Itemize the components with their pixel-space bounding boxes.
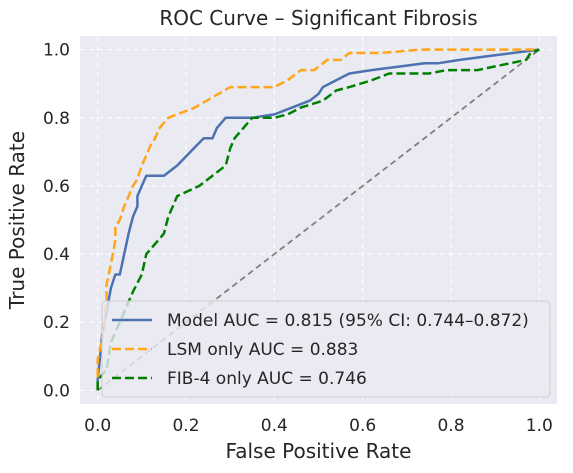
legend-label-1: LSM only AUC = 0.883 [167,340,358,360]
x-tick-label: 0.8 [437,416,464,436]
legend-box [101,300,551,398]
chart-title: ROC Curve – Significant Fibrosis [159,6,477,30]
x-tick-label: 0.2 [172,416,199,436]
legend-label-0: Model AUC = 0.815 (95% CI: 0.744–0.872) [167,311,529,331]
x-tick-label: 1.0 [526,416,553,436]
series-line-1 [96,48,540,391]
y-axis-label: True Positive Rate [5,131,29,310]
y-tick-label: 0.2 [43,313,70,333]
series-line-2 [96,48,540,391]
y-tick-label: 1.0 [43,41,70,61]
x-axis-label: False Positive Rate [226,439,412,463]
y-tick-labels: 0.0 0.2 0.4 0.6 0.8 1.0 [43,41,70,402]
x-tick-label: 0.4 [261,416,288,436]
x-tick-labels: 0.0 0.2 0.4 0.6 0.8 1.0 [84,416,553,436]
y-tick-label: 0.4 [43,245,70,265]
y-tick-label: 0.6 [43,177,70,197]
legend: Model AUC = 0.815 (95% CI: 0.744–0.872) L… [101,300,551,398]
legend-label-2: FIB-4 only AUC = 0.746 [167,369,367,389]
x-tick-label: 0.6 [349,416,376,436]
y-tick-label: 0.0 [43,381,70,401]
x-tick-label: 0.0 [84,416,111,436]
series-line-0 [96,48,540,391]
y-tick-label: 0.8 [43,109,70,129]
